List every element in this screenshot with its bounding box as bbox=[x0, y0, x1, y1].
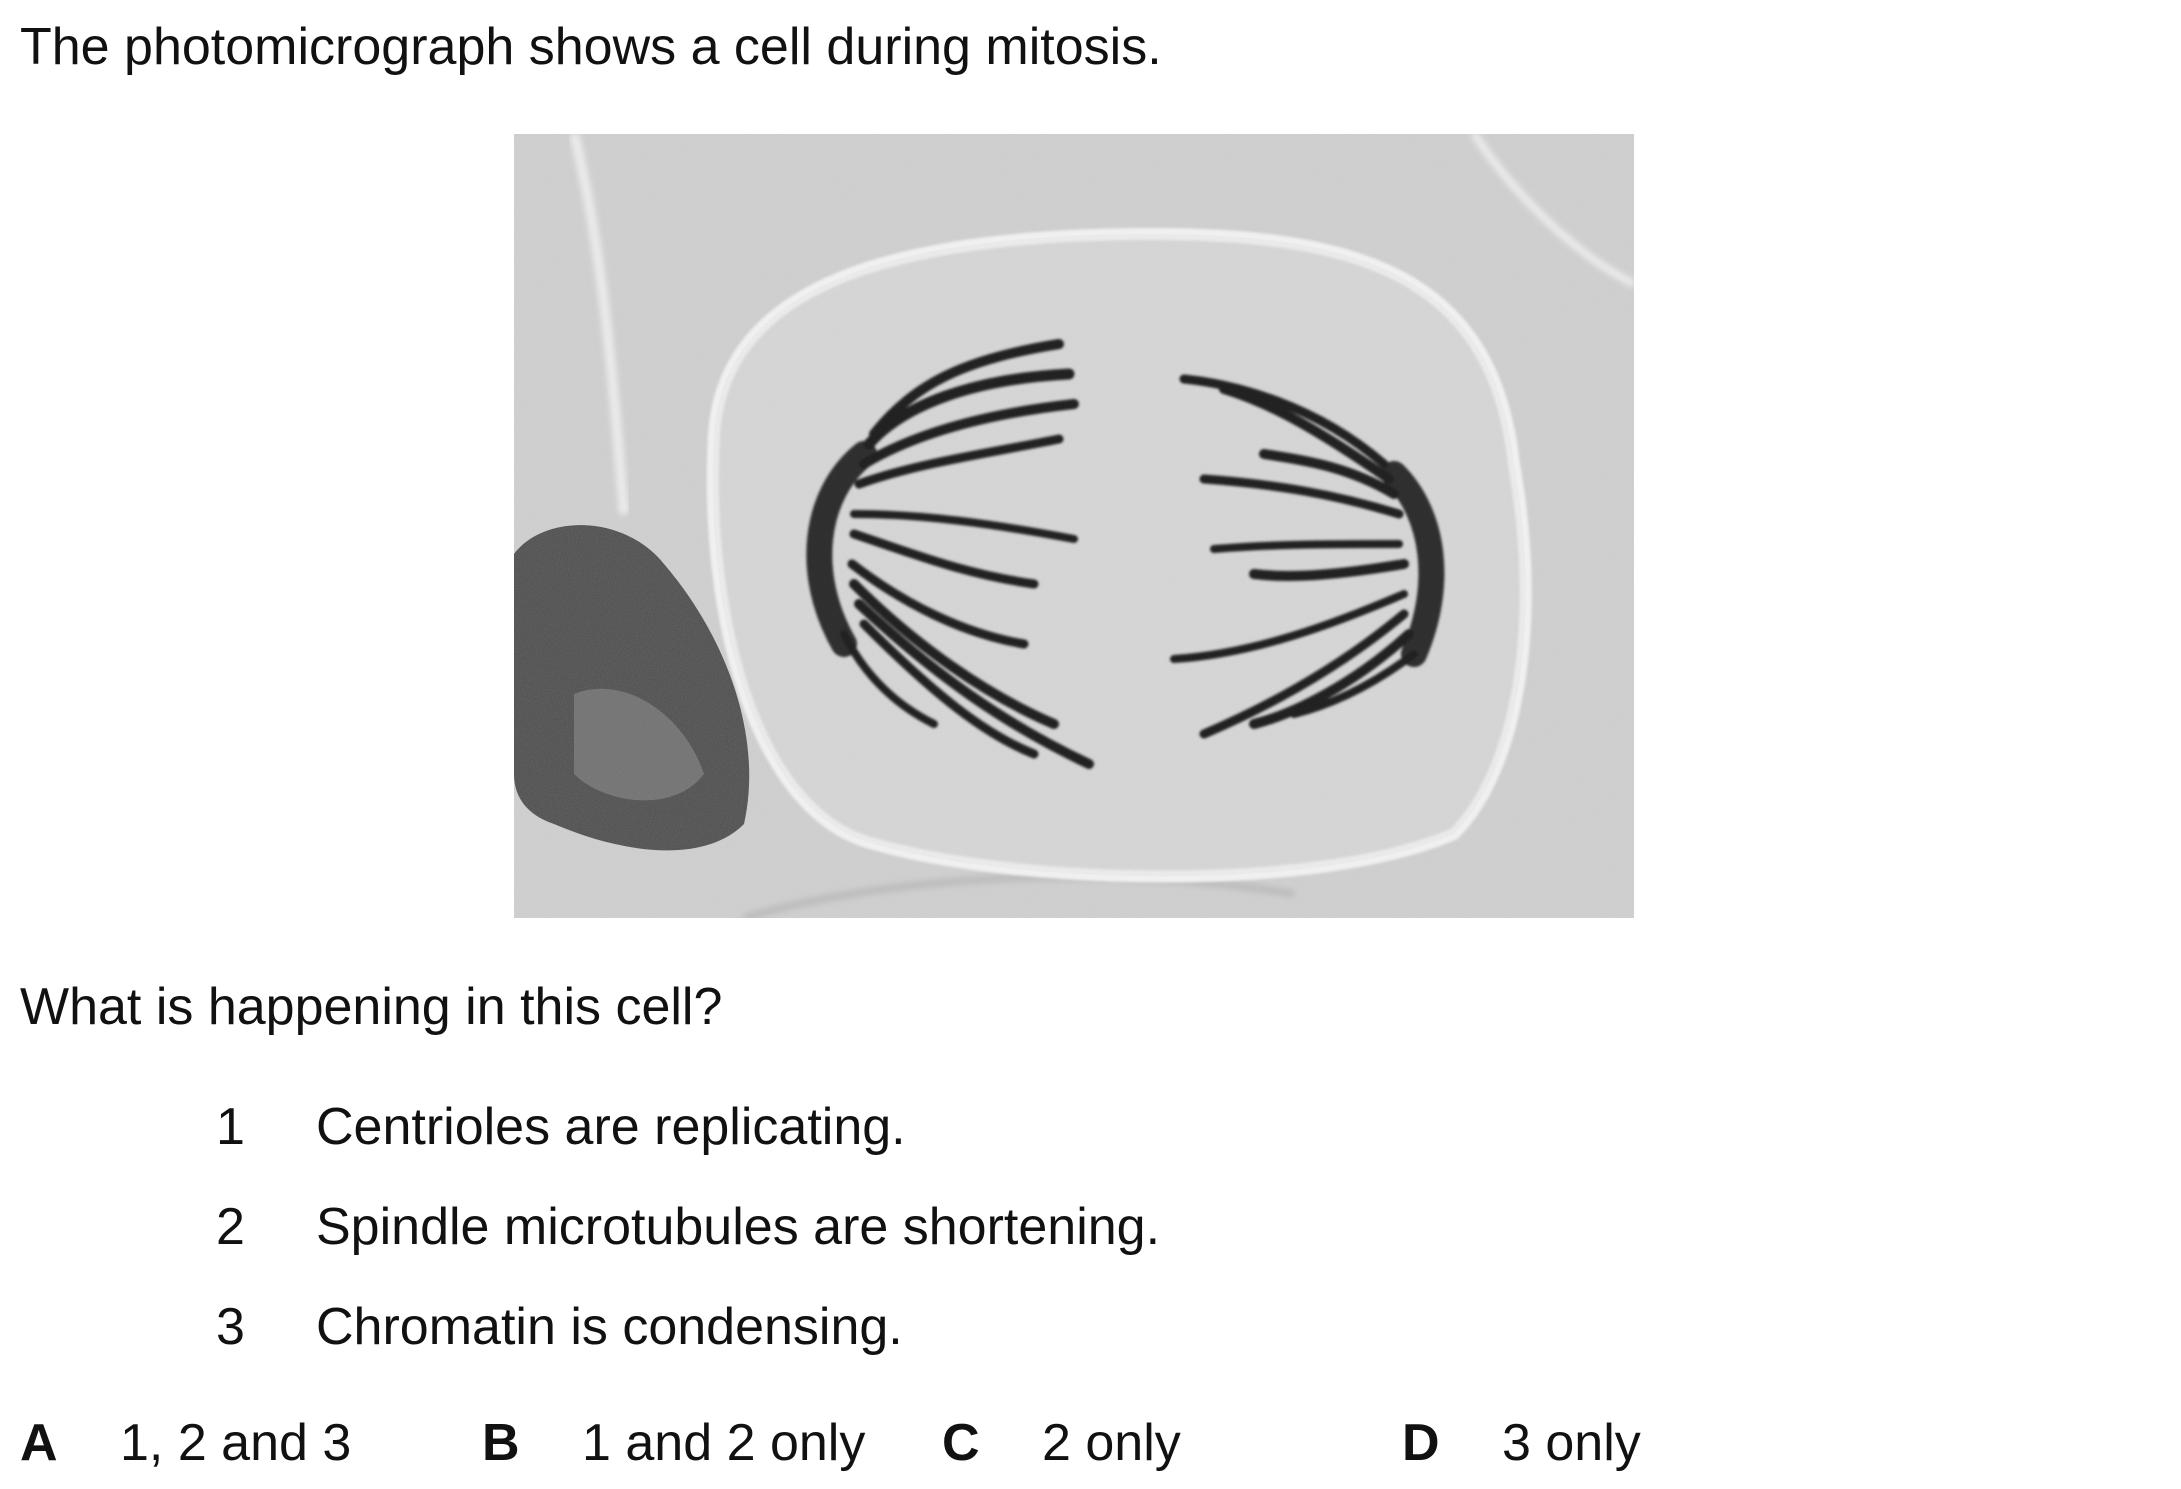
statement-text: Spindle microtubules are shortening. bbox=[316, 1198, 1161, 1256]
option-letter: D bbox=[1402, 1414, 1440, 1472]
question-intro: The photomicrograph shows a cell during … bbox=[20, 18, 1162, 76]
question-text: What is happening in this cell? bbox=[20, 978, 723, 1036]
statement-text: Chromatin is condensing. bbox=[316, 1298, 903, 1356]
statement-number: 2 bbox=[216, 1198, 245, 1256]
option-text: 1 and 2 only bbox=[582, 1414, 866, 1472]
option-letter: B bbox=[482, 1414, 520, 1472]
option-text: 2 only bbox=[1042, 1414, 1181, 1472]
option-text: 3 only bbox=[1502, 1414, 1641, 1472]
statement-number: 3 bbox=[216, 1298, 245, 1356]
option-letter: C bbox=[942, 1414, 980, 1472]
statement-number: 1 bbox=[216, 1098, 245, 1156]
option-letter: A bbox=[20, 1414, 58, 1472]
micrograph-anaphase-icon bbox=[514, 134, 1634, 918]
option-text: 1, 2 and 3 bbox=[120, 1414, 352, 1472]
statement-text: Centrioles are replicating. bbox=[316, 1098, 906, 1156]
micrograph-image bbox=[514, 134, 1634, 918]
